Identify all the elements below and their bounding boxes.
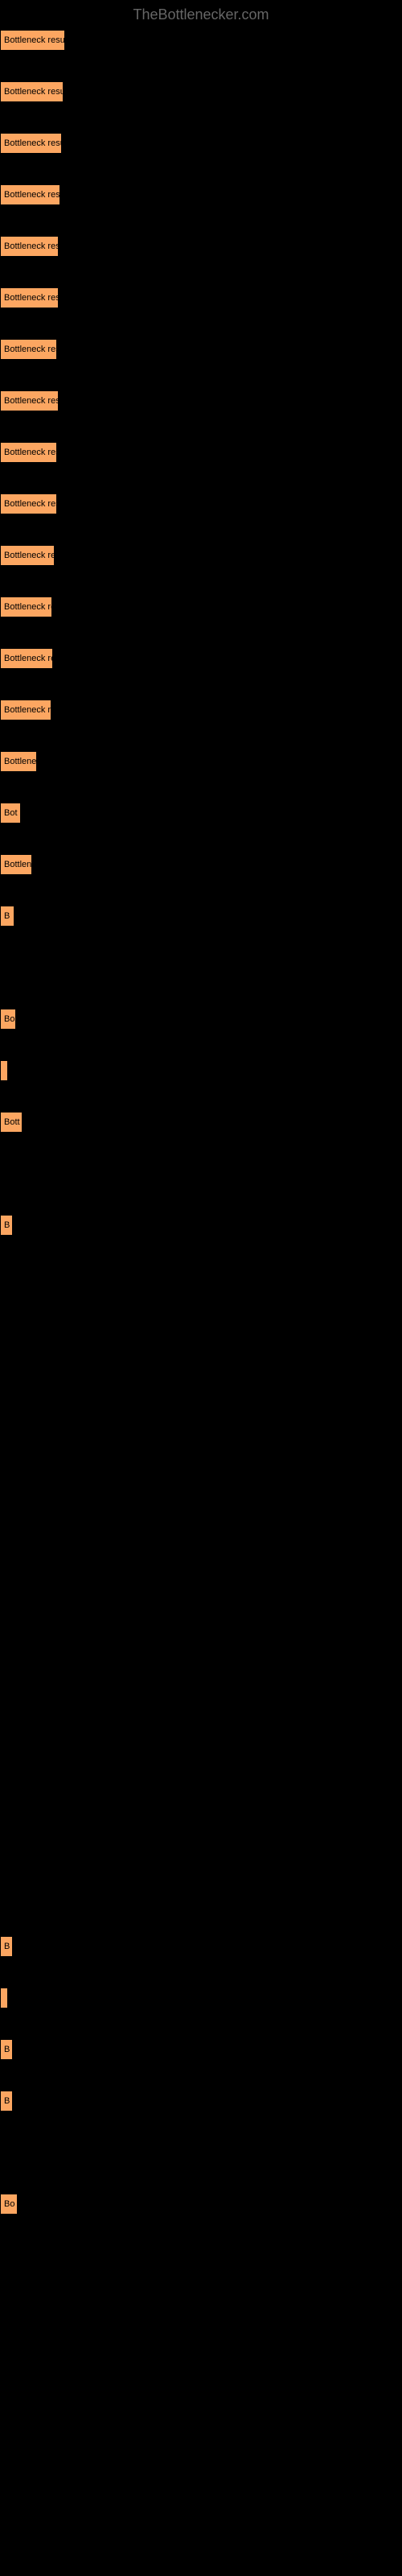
- chart-bar: Bott: [0, 1112, 23, 1133]
- chart-bar: Bottlen: [0, 854, 32, 875]
- chart-bar: Bottleneck re: [0, 597, 52, 617]
- bar-row: Bottleneck re: [0, 648, 402, 667]
- bar-row: Bottleneck resul: [0, 493, 402, 513]
- bar-row: Bott: [0, 1112, 402, 1131]
- chart-bar: Bottlene: [0, 751, 37, 772]
- bar-row: Bottlene: [0, 751, 402, 770]
- bar-row: B: [0, 2091, 402, 2110]
- bar-label: Bottleneck resul: [4, 499, 57, 509]
- bar-row: [0, 1730, 402, 1749]
- bar-label: Bottleneck resul: [4, 448, 57, 457]
- chart-bar: B: [0, 906, 14, 927]
- bar-row: [0, 1472, 402, 1492]
- bar-row: [0, 957, 402, 976]
- chart-bar: Bottleneck resul: [0, 339, 57, 360]
- bar-row: [0, 1885, 402, 1904]
- bar-label: B: [4, 2045, 10, 2054]
- bar-label: Bottleneck result: [4, 35, 65, 45]
- bar-row: Bo: [0, 2194, 402, 2213]
- bar-label: Bo: [4, 1014, 14, 1024]
- bar-row: [0, 1833, 402, 1852]
- chart-bar: Bottleneck resul: [0, 184, 60, 205]
- bar-row: B: [0, 906, 402, 925]
- bar-row: B: [0, 1936, 402, 1955]
- chart-bar: B: [0, 2039, 13, 2060]
- bar-label: Bottlen: [4, 860, 31, 869]
- chart-bar: Bottleneck resul: [0, 236, 59, 257]
- chart-bar: B: [0, 1215, 13, 1236]
- bar-label: Bottleneck resul: [4, 190, 60, 200]
- bar-row: Bottleneck res: [0, 545, 402, 564]
- bar-label: B: [4, 1942, 10, 1951]
- bar-row: [0, 1627, 402, 1646]
- bar-row: [0, 1163, 402, 1183]
- chart-bar: Bottleneck resul: [0, 390, 59, 411]
- bar-row: [0, 1318, 402, 1337]
- watermark-text: TheBottlenecker.com: [0, 0, 402, 30]
- chart-bar: B: [0, 1936, 13, 1957]
- bar-row: Bottleneck resul: [0, 287, 402, 307]
- bar-row: Bottleneck resul: [0, 390, 402, 410]
- chart-bar: Bo: [0, 1009, 16, 1030]
- bar-row: Bottleneck resul: [0, 442, 402, 461]
- chart-bar: Bo: [0, 2194, 18, 2215]
- bar-row: Bottlen: [0, 854, 402, 873]
- bar-row: Bottleneck result: [0, 81, 402, 101]
- bar-row: Bottleneck result: [0, 133, 402, 152]
- chart-bar: [0, 1060, 8, 1081]
- chart-bar: Bottleneck re: [0, 700, 51, 720]
- bar-row: Bo: [0, 1009, 402, 1028]
- bar-label: Bottleneck result: [4, 138, 62, 148]
- bar-row: [0, 1988, 402, 2007]
- bar-row: B: [0, 1215, 402, 1234]
- bar-row: [0, 1266, 402, 1286]
- bar-label: Bottleneck result: [4, 87, 64, 97]
- bar-row: [0, 1575, 402, 1595]
- bar-label: B: [4, 911, 10, 921]
- bar-label: B: [4, 1220, 10, 1230]
- bar-row: Bottleneck resul: [0, 236, 402, 255]
- bar-chart: Bottleneck result Bottleneck result Bottle…: [0, 30, 402, 2213]
- bar-row: [0, 1678, 402, 1698]
- chart-bar: Bottleneck re: [0, 648, 53, 669]
- bar-row: Bottleneck result: [0, 30, 402, 49]
- chart-bar: Bottleneck result: [0, 81, 64, 102]
- bar-row: [0, 1781, 402, 1801]
- bar-label: Bottleneck resul: [4, 396, 59, 406]
- chart-bar: Bottleneck resul: [0, 493, 57, 514]
- bar-row: Bot: [0, 803, 402, 822]
- chart-bar: Bottleneck res: [0, 545, 55, 566]
- bar-label: B: [4, 2096, 10, 2106]
- bar-label: Bottleneck re: [4, 654, 53, 663]
- chart-bar: Bottleneck result: [0, 133, 62, 154]
- chart-bar: [0, 1988, 8, 2008]
- bar-row: Bottleneck re: [0, 597, 402, 616]
- bar-label: Bot: [4, 808, 18, 818]
- bar-label: Bottlene: [4, 757, 36, 766]
- bar-label: Bottleneck res: [4, 551, 55, 560]
- bar-label: Bottleneck resul: [4, 293, 59, 303]
- bar-label: Bottleneck resul: [4, 242, 59, 251]
- bar-label: Bott: [4, 1117, 20, 1127]
- bar-row: [0, 1524, 402, 1543]
- chart-bar: B: [0, 2091, 13, 2112]
- bar-row: Bottleneck resul: [0, 339, 402, 358]
- chart-bar: Bottleneck result: [0, 30, 65, 51]
- bar-row: Bottleneck resul: [0, 184, 402, 204]
- chart-bar: Bottleneck resul: [0, 442, 57, 463]
- bar-row: [0, 1421, 402, 1440]
- bar-row: [0, 2142, 402, 2161]
- bar-label: Bottleneck re: [4, 705, 51, 715]
- bar-label: Bottleneck re: [4, 602, 52, 612]
- bar-row: B: [0, 2039, 402, 2058]
- chart-bar: Bot: [0, 803, 21, 824]
- chart-bar: Bottleneck resul: [0, 287, 59, 308]
- bar-row: Bottleneck re: [0, 700, 402, 719]
- bar-label: Bottleneck resul: [4, 345, 57, 354]
- bar-row: [0, 1369, 402, 1389]
- bar-row: [0, 1060, 402, 1080]
- bar-label: Bo: [4, 2199, 14, 2209]
